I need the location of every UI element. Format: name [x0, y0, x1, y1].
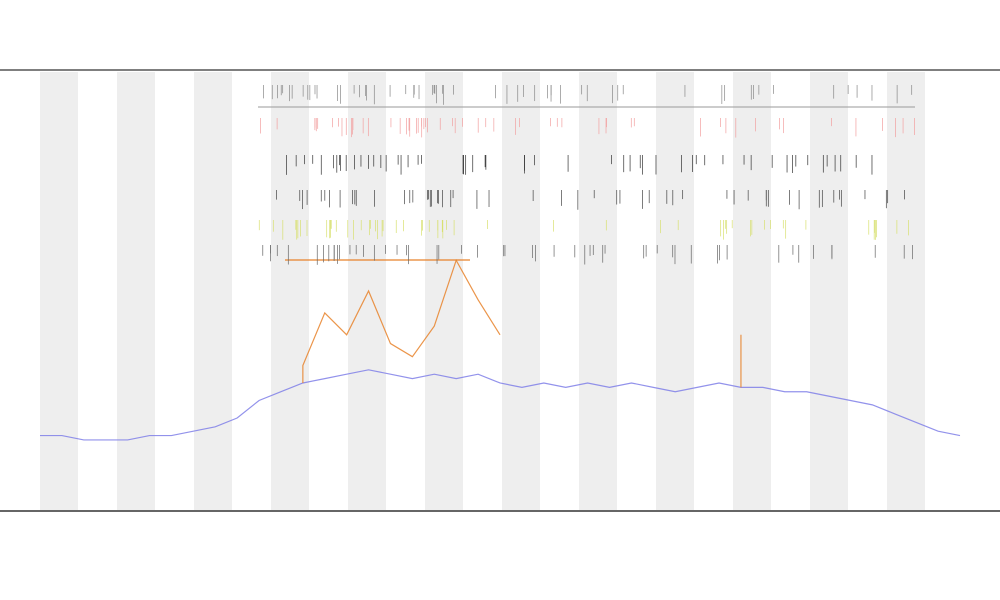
- event-marks: [258, 85, 915, 265]
- stripe: [502, 72, 540, 510]
- series-line: [40, 369, 961, 441]
- stripe: [579, 72, 617, 510]
- stripe: [271, 72, 309, 510]
- stripe: [656, 72, 694, 510]
- stripe: [887, 72, 925, 510]
- series-line: [302, 258, 742, 388]
- stripe: [810, 72, 848, 510]
- stripe: [40, 72, 78, 510]
- stripe: [117, 72, 155, 510]
- background-stripes: [40, 72, 925, 510]
- stripe: [348, 72, 386, 510]
- stripe: [733, 72, 771, 510]
- stripe: [425, 72, 463, 510]
- stripe: [194, 72, 232, 510]
